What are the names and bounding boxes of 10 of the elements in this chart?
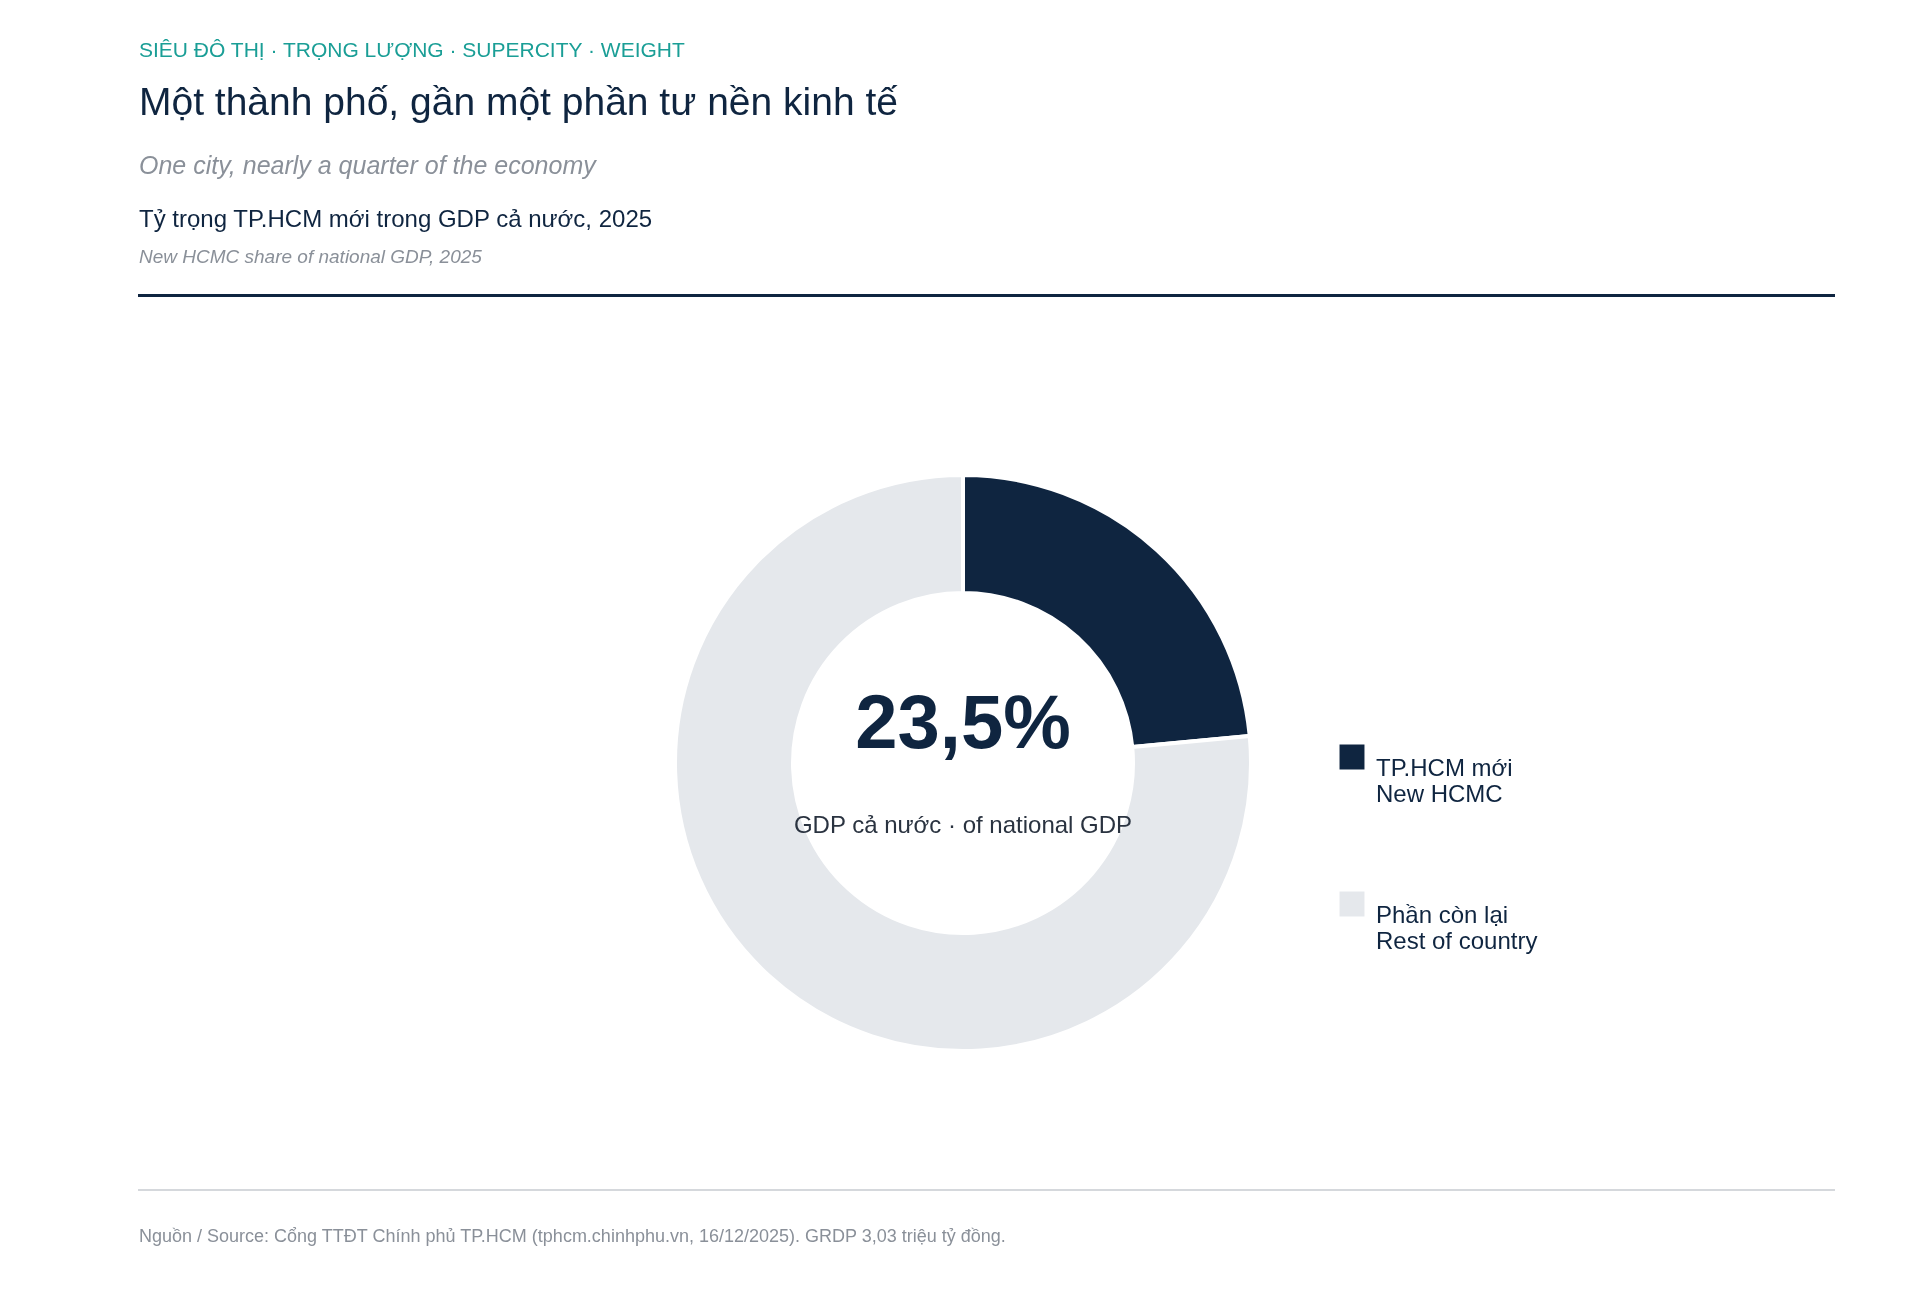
text: SIÊU ĐÔ THỊ · TRỌNG LƯỢNG · SUPERCITY · WEIGHT (139, 38, 685, 62)
text: GDP cả nước · of national GDP (793, 811, 1133, 838)
data-label: 23,5% (855, 679, 1071, 764)
chart-title: Một thành phố, gần một phần tư nền kinh tế (139, 80, 898, 124)
text: Nguồn / Source: Cổng TTĐT Chính phủ TP.HCM (tphcm.chinhphu.vn, 16/12/2025). GRDP 3,03 triệu tỷ đồng. (139, 1226, 1006, 1247)
legend-label: Phần còn lại Rest of country (1376, 901, 1538, 954)
legend-label: TP.HCM mới New HCMC (1376, 754, 1513, 807)
text: Tỷ trọng TP.HCM mới trong GDP cả nước, 2025 (139, 205, 653, 233)
text: One city, nearly a quarter of the economy (139, 151, 596, 180)
text: New HCMC share of national GDP, 2025 (139, 246, 482, 268)
